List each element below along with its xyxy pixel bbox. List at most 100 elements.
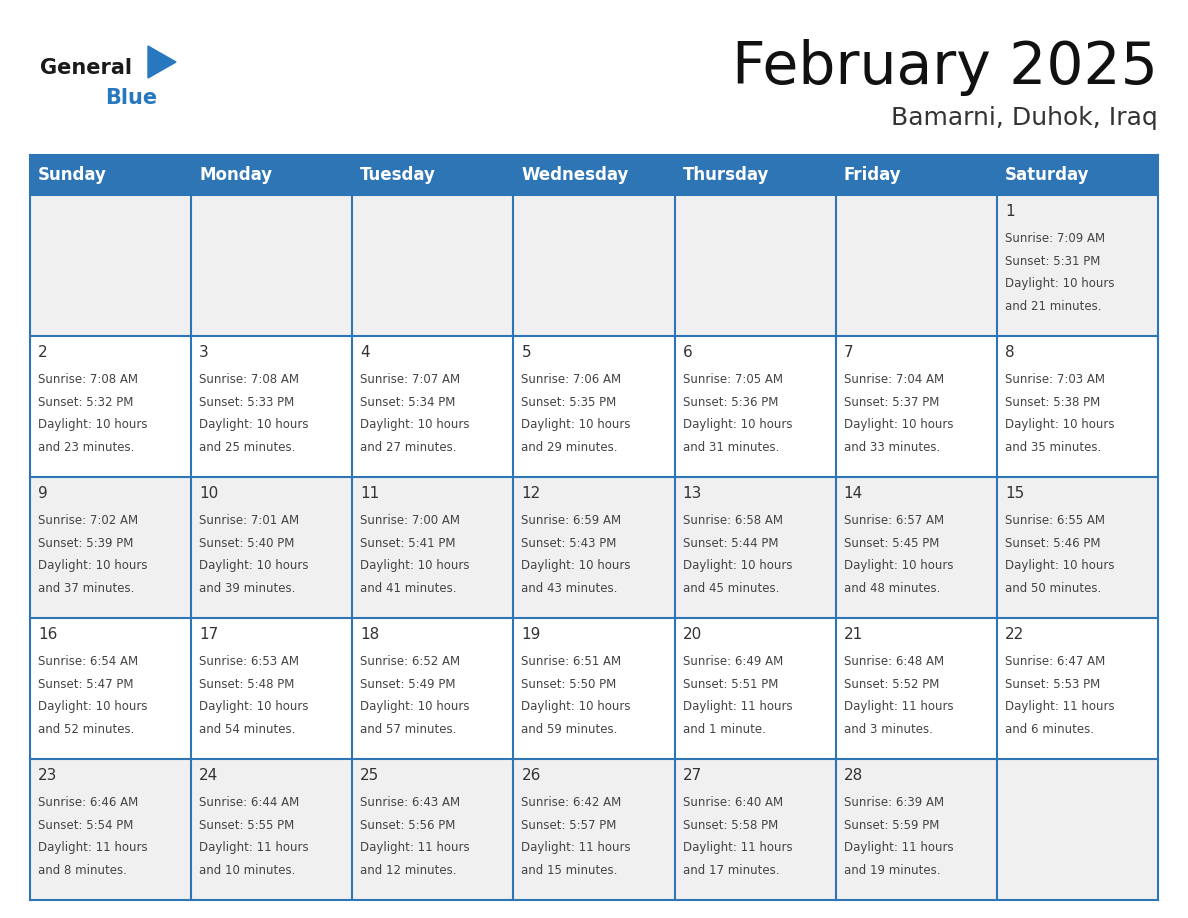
Text: and 10 minutes.: and 10 minutes. (200, 864, 296, 877)
Text: 10: 10 (200, 486, 219, 501)
Text: 13: 13 (683, 486, 702, 501)
Text: Sunrise: 6:49 AM: Sunrise: 6:49 AM (683, 655, 783, 668)
Text: Sunset: 5:39 PM: Sunset: 5:39 PM (38, 537, 133, 550)
Bar (353, 618, 513, 759)
Text: Sunset: 5:44 PM: Sunset: 5:44 PM (683, 537, 778, 550)
Bar (30, 477, 191, 618)
Text: Sunrise: 6:58 AM: Sunrise: 6:58 AM (683, 514, 783, 527)
Text: Tuesday: Tuesday (360, 166, 436, 184)
Bar (353, 759, 513, 900)
Text: and 48 minutes.: and 48 minutes. (843, 582, 940, 595)
Text: Sunset: 5:43 PM: Sunset: 5:43 PM (522, 537, 617, 550)
Polygon shape (148, 46, 176, 78)
Bar (835, 477, 997, 618)
Text: and 33 minutes.: and 33 minutes. (843, 441, 940, 453)
Text: and 19 minutes.: and 19 minutes. (843, 864, 940, 877)
Text: and 25 minutes.: and 25 minutes. (200, 441, 296, 453)
Text: Thursday: Thursday (683, 166, 769, 184)
Bar (191, 195, 353, 336)
Bar (997, 195, 1158, 336)
Text: Daylight: 11 hours: Daylight: 11 hours (683, 700, 792, 713)
Bar (835, 618, 997, 759)
Text: Daylight: 10 hours: Daylight: 10 hours (683, 418, 792, 431)
Text: Daylight: 11 hours: Daylight: 11 hours (683, 841, 792, 854)
Text: Daylight: 10 hours: Daylight: 10 hours (38, 559, 147, 572)
Text: Bamarni, Duhok, Iraq: Bamarni, Duhok, Iraq (891, 106, 1158, 130)
Text: Sunset: 5:53 PM: Sunset: 5:53 PM (1005, 677, 1100, 690)
Text: 27: 27 (683, 768, 702, 783)
Text: Sunset: 5:41 PM: Sunset: 5:41 PM (360, 537, 456, 550)
Text: 6: 6 (683, 345, 693, 360)
Text: 22: 22 (1005, 627, 1024, 642)
Bar (30, 336, 191, 477)
Bar (675, 336, 835, 477)
Bar (513, 477, 675, 618)
Text: and 8 minutes.: and 8 minutes. (38, 864, 127, 877)
Text: Sunset: 5:45 PM: Sunset: 5:45 PM (843, 537, 939, 550)
Text: and 15 minutes.: and 15 minutes. (522, 864, 618, 877)
Text: 26: 26 (522, 768, 541, 783)
Text: and 35 minutes.: and 35 minutes. (1005, 441, 1101, 453)
Text: Sunrise: 6:39 AM: Sunrise: 6:39 AM (843, 796, 943, 809)
Text: Sunset: 5:38 PM: Sunset: 5:38 PM (1005, 396, 1100, 409)
Bar (513, 336, 675, 477)
Text: Daylight: 10 hours: Daylight: 10 hours (843, 559, 953, 572)
Text: Daylight: 10 hours: Daylight: 10 hours (683, 559, 792, 572)
Bar (835, 195, 997, 336)
Text: and 37 minutes.: and 37 minutes. (38, 582, 134, 595)
Bar (191, 618, 353, 759)
Text: Sunset: 5:58 PM: Sunset: 5:58 PM (683, 819, 778, 832)
Text: 3: 3 (200, 345, 209, 360)
Text: 28: 28 (843, 768, 862, 783)
Text: Daylight: 10 hours: Daylight: 10 hours (360, 418, 469, 431)
Text: 23: 23 (38, 768, 57, 783)
Text: and 21 minutes.: and 21 minutes. (1005, 299, 1101, 313)
Text: Daylight: 10 hours: Daylight: 10 hours (200, 559, 309, 572)
Text: Sunrise: 6:55 AM: Sunrise: 6:55 AM (1005, 514, 1105, 527)
Text: Sunrise: 7:05 AM: Sunrise: 7:05 AM (683, 373, 783, 386)
Text: Sunset: 5:59 PM: Sunset: 5:59 PM (843, 819, 939, 832)
Text: Daylight: 10 hours: Daylight: 10 hours (843, 418, 953, 431)
Text: Sunset: 5:31 PM: Sunset: 5:31 PM (1005, 254, 1100, 267)
Text: 11: 11 (360, 486, 379, 501)
Text: 19: 19 (522, 627, 541, 642)
Text: and 41 minutes.: and 41 minutes. (360, 582, 456, 595)
Text: 21: 21 (843, 627, 862, 642)
Text: and 1 minute.: and 1 minute. (683, 722, 765, 735)
Text: Sunset: 5:52 PM: Sunset: 5:52 PM (843, 677, 939, 690)
Text: Sunset: 5:47 PM: Sunset: 5:47 PM (38, 677, 133, 690)
Text: Daylight: 11 hours: Daylight: 11 hours (360, 841, 470, 854)
Text: Sunrise: 6:42 AM: Sunrise: 6:42 AM (522, 796, 621, 809)
Bar (353, 477, 513, 618)
Text: and 17 minutes.: and 17 minutes. (683, 864, 779, 877)
Text: Sunrise: 6:46 AM: Sunrise: 6:46 AM (38, 796, 138, 809)
Text: Sunset: 5:50 PM: Sunset: 5:50 PM (522, 677, 617, 690)
Bar (191, 477, 353, 618)
Text: and 12 minutes.: and 12 minutes. (360, 864, 456, 877)
Text: Sunrise: 7:01 AM: Sunrise: 7:01 AM (200, 514, 299, 527)
Text: Sunset: 5:32 PM: Sunset: 5:32 PM (38, 396, 133, 409)
Bar (191, 336, 353, 477)
Text: Daylight: 10 hours: Daylight: 10 hours (200, 418, 309, 431)
Text: Sunset: 5:48 PM: Sunset: 5:48 PM (200, 677, 295, 690)
Text: and 57 minutes.: and 57 minutes. (360, 722, 456, 735)
Text: Daylight: 10 hours: Daylight: 10 hours (522, 700, 631, 713)
Text: and 43 minutes.: and 43 minutes. (522, 582, 618, 595)
Text: Sunrise: 7:04 AM: Sunrise: 7:04 AM (843, 373, 943, 386)
Text: Sunset: 5:37 PM: Sunset: 5:37 PM (843, 396, 939, 409)
Text: and 59 minutes.: and 59 minutes. (522, 722, 618, 735)
Text: Sunset: 5:40 PM: Sunset: 5:40 PM (200, 537, 295, 550)
Text: General: General (40, 58, 132, 78)
Text: and 54 minutes.: and 54 minutes. (200, 722, 296, 735)
Text: Daylight: 10 hours: Daylight: 10 hours (38, 700, 147, 713)
Text: and 6 minutes.: and 6 minutes. (1005, 722, 1094, 735)
Text: Sunrise: 6:47 AM: Sunrise: 6:47 AM (1005, 655, 1105, 668)
Text: and 3 minutes.: and 3 minutes. (843, 722, 933, 735)
Text: 12: 12 (522, 486, 541, 501)
Text: 2: 2 (38, 345, 48, 360)
Text: Sunrise: 6:53 AM: Sunrise: 6:53 AM (200, 655, 299, 668)
Bar (997, 155, 1158, 195)
Bar (997, 759, 1158, 900)
Text: Sunset: 5:34 PM: Sunset: 5:34 PM (360, 396, 456, 409)
Text: Daylight: 11 hours: Daylight: 11 hours (200, 841, 309, 854)
